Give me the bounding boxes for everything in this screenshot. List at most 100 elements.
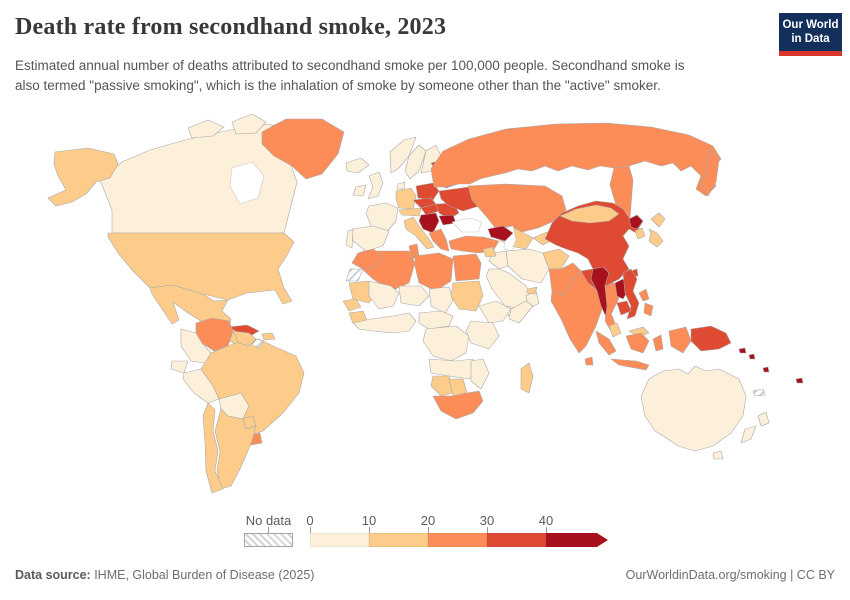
legend-tick [428,527,429,533]
map-region-egypt[interactable] [452,253,482,282]
map-region-indonesia-sumatra[interactable] [595,330,617,356]
map-region-australia[interactable] [640,365,747,452]
map-region-mali[interactable] [368,280,400,310]
map-region-austria[interactable] [398,207,422,217]
map-region-cameroon-car[interactable] [418,310,454,330]
map-region-indonesia-java[interactable] [610,358,650,371]
map-region-mozambique-zimbabwe[interactable] [470,358,490,390]
legend-tick [268,527,269,533]
legend-tick [546,527,547,533]
map-region-drc[interactable] [422,325,470,362]
map-region-alaska[interactable] [47,147,119,207]
map-region-french-guiana[interactable] [251,338,265,349]
legend-color-scale [310,533,608,547]
map-region-guyana[interactable] [232,330,257,347]
map-region-denmark[interactable] [396,181,406,190]
subtitle-line-2: also termed "passive smoking", which is … [15,78,661,93]
map-region-iceland[interactable] [345,157,370,174]
map-region-morocco[interactable] [351,248,384,270]
map-region-germany[interactable] [395,187,417,210]
map-region-madagascar[interactable] [520,362,534,394]
map-region-gulf-states[interactable] [526,286,538,295]
map-region-east-africa[interactable] [465,320,500,350]
map-region-niger[interactable] [398,285,430,307]
map-region-philippines[interactable] [643,302,654,317]
map-region-solomon-islands[interactable] [748,353,756,360]
map-region-south-africa[interactable] [432,390,484,420]
subtitle-line-1: Estimated annual number of deaths attrib… [15,58,685,73]
map-region-vietnam[interactable] [622,268,640,320]
map-region-somalia[interactable] [508,300,534,324]
map-region-brazil[interactable] [200,338,305,437]
legend-no-data-swatch[interactable] [244,533,293,547]
map-region-kamchatka[interactable] [701,147,720,197]
map-region-vanuatu[interactable] [762,366,770,373]
map-region-russia[interactable] [430,122,722,197]
map-region-sweden[interactable] [404,144,427,180]
legend-bin-20-30[interactable] [428,533,487,547]
map-region-fiji[interactable] [795,377,804,384]
map-region-greece[interactable] [428,228,450,252]
map-region-japan[interactable] [650,212,666,228]
map-region-west-africa[interactable] [352,312,417,334]
map-region-chad[interactable] [428,286,454,314]
map-region-uk[interactable] [367,171,384,200]
map-region-indonesia-sulawesi[interactable] [652,334,664,352]
map-region-solomon-islands[interactable] [738,347,747,354]
map-region-south-korea[interactable] [634,227,646,240]
map-region-japan[interactable] [648,228,664,248]
credit-link[interactable]: OurWorldinData.org/smoking | CC BY [625,568,835,582]
page-title: Death rate from secondhand smoke, 2023 [15,14,447,40]
map-region-ireland[interactable] [352,184,367,197]
map-region-portugal[interactable] [345,229,354,249]
legend-tick [310,527,311,533]
map-region-caucasus[interactable] [487,225,514,242]
map-region-spain[interactable] [351,225,390,252]
legend-tick-label-10: 10 [361,513,377,528]
map-region-philippines[interactable] [638,288,650,302]
map-region-kazakhstan[interactable] [467,183,567,233]
map-region-greenland[interactable] [261,118,345,180]
legend-bin-30-40[interactable] [487,533,546,547]
map-region-cambodia[interactable] [616,300,632,316]
map-region-china[interactable] [544,200,643,290]
map-region-argentina[interactable] [214,408,257,490]
map-region-italy[interactable] [403,216,435,250]
legend-bin-0-10[interactable] [310,533,369,547]
legend-bin-10-20[interactable] [369,533,428,547]
map-region-namibia[interactable] [430,375,454,397]
chart-subtitle: Estimated annual number of deaths attrib… [15,56,684,96]
map-region-chile[interactable] [202,402,224,494]
map-region-mongolia[interactable] [559,204,620,224]
map-region-poland[interactable] [415,182,440,201]
legend-tick-label-0: 0 [306,513,314,528]
map-region-new-caledonia[interactable] [752,388,766,397]
map-region-new-zealand[interactable] [757,411,770,427]
map-region-canada-islands[interactable] [231,113,267,135]
map-region-tasmania[interactable] [712,450,724,460]
map-region-western-sahara[interactable] [345,268,364,282]
map-region-malaysia[interactable] [608,322,622,338]
legend-bin-40-plus[interactable] [546,533,608,547]
map-region-france[interactable] [365,202,399,234]
map-region-indonesia-papua[interactable] [668,326,692,354]
owid-logo[interactable]: Our World in Data [779,13,842,56]
map-region-iran[interactable] [505,248,550,284]
map-region-north-korea[interactable] [628,214,644,230]
map-region-sri-lanka[interactable] [584,356,594,366]
hudson-bay [229,161,265,205]
map-region-ethiopia[interactable] [478,300,512,324]
map-region-sudan[interactable] [450,280,484,312]
map-region-afghanistan[interactable] [542,248,570,270]
map-region-senegal[interactable] [342,298,362,312]
map-region-canada-islands[interactable] [187,119,225,139]
map-region-libya[interactable] [414,252,454,292]
map-region-papua-new-guinea[interactable] [690,325,732,352]
map-region-indonesia-kalimantan[interactable] [625,332,650,354]
map-region-syria[interactable] [482,246,497,258]
map-region-hispaniola[interactable] [261,332,276,341]
map-region-usa[interactable] [107,232,295,305]
map-region-new-zealand[interactable] [740,425,757,444]
map-region-ecuador[interactable] [170,360,189,374]
